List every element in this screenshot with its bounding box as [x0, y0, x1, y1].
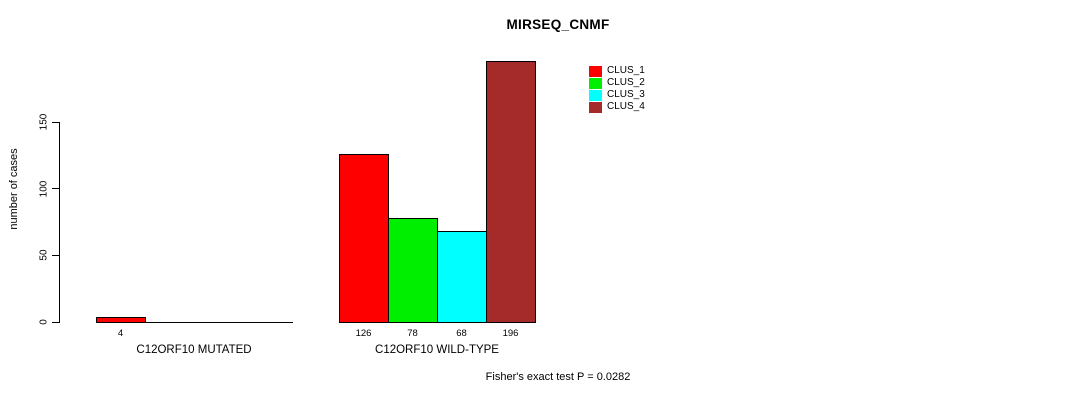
bar-value-label: 78 — [407, 328, 418, 339]
bar-value-label: 68 — [456, 328, 467, 339]
legend-label: CLUS_2 — [607, 77, 645, 88]
legend: CLUS_1 CLUS_2 CLUS_3 CLUS_4 — [589, 65, 645, 113]
legend-swatch-icon — [589, 65, 602, 77]
legend-row: CLUS_1 — [589, 65, 645, 77]
bar-value-label: 196 — [502, 328, 519, 339]
bar-clus_1 — [96, 317, 146, 323]
bar-clus_1 — [339, 154, 389, 323]
legend-label: CLUS_3 — [607, 89, 645, 100]
legend-swatch-icon — [589, 77, 602, 89]
bar-clus_2 — [388, 218, 438, 323]
y-tick-label: 100 — [38, 180, 50, 197]
bar-value-label: 4 — [117, 328, 124, 339]
legend-swatch-icon — [589, 89, 602, 101]
x-group-label: C12ORF10 MUTATED — [136, 344, 252, 356]
bar-clus_4 — [486, 61, 536, 323]
y-axis-label: number of cases — [8, 148, 20, 230]
y-tick-label: 150 — [38, 113, 50, 131]
group-baseline — [96, 322, 293, 323]
legend-row: CLUS_4 — [589, 101, 645, 113]
legend-label: CLUS_1 — [607, 65, 645, 76]
chart-title: MIRSEQ_CNMF — [506, 17, 610, 32]
y-tick-mark — [52, 254, 59, 256]
legend-row: CLUS_3 — [589, 89, 645, 101]
y-tick-label: 0 — [38, 319, 50, 325]
bar-value-label: 126 — [355, 328, 372, 339]
legend-label: CLUS_4 — [607, 101, 645, 112]
y-tick-mark — [52, 188, 59, 190]
legend-swatch-icon — [589, 101, 602, 113]
bar-clus_3 — [437, 231, 487, 323]
y-tick-mark — [52, 321, 59, 323]
footnote: Fisher's exact test P = 0.0282 — [485, 371, 631, 383]
y-tick-mark — [52, 121, 59, 123]
legend-row: CLUS_2 — [589, 77, 645, 89]
y-tick-label: 50 — [38, 249, 50, 261]
y-axis-line — [59, 122, 60, 323]
x-group-label: C12ORF10 WILD-TYPE — [375, 344, 499, 356]
